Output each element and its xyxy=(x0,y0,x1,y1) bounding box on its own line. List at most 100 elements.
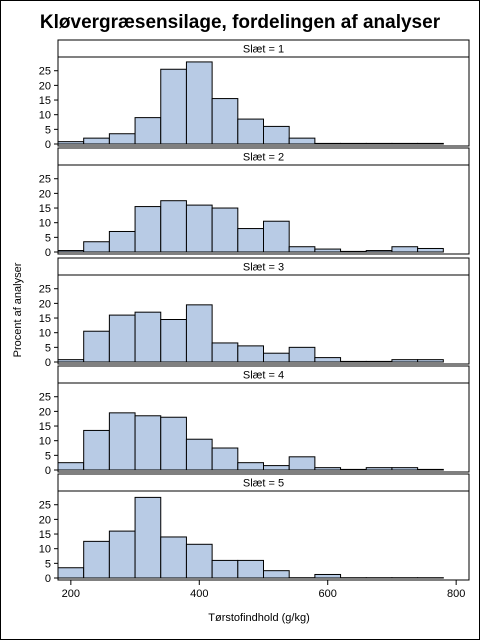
bar-p2-bin-760 xyxy=(417,247,444,253)
y-tick-label-p1-15: 15 xyxy=(39,95,51,107)
bar-p4-bin-280 xyxy=(108,412,136,471)
bar-p2-bin-600 xyxy=(314,248,342,253)
y-tick-label-p2-5: 5 xyxy=(45,232,51,244)
panel-label-4: Slæt = 4 xyxy=(243,370,284,382)
bar-p3-bin-720 xyxy=(391,359,419,363)
panel-label-5: Slæt = 5 xyxy=(243,478,284,490)
bar-p1-bin-400 xyxy=(185,61,213,145)
y-tick-label-p5-15: 15 xyxy=(39,529,51,541)
bar-p2-bin-400 xyxy=(185,204,213,253)
y-tick-label-p2-25: 25 xyxy=(39,174,51,186)
y-tick-label-p5-25: 25 xyxy=(39,500,51,512)
y-tick-label-p1-10: 10 xyxy=(39,110,51,122)
bar-p5-bin-200 xyxy=(57,567,85,579)
y-tick-label-p5-0: 0 xyxy=(45,573,51,585)
bar-p2-bin-240 xyxy=(83,241,110,253)
x-tick-label-600: 600 xyxy=(319,588,337,600)
bar-p4-bin-520 xyxy=(263,465,290,471)
y-tick-label-p3-10: 10 xyxy=(39,328,51,340)
bar-p1-bin-320 xyxy=(134,117,162,145)
bar-p2-bin-440 xyxy=(211,207,239,253)
bar-p5-bin-360 xyxy=(160,536,187,579)
bar-p4-bin-680 xyxy=(365,467,393,471)
y-tick-label-p1-5: 5 xyxy=(45,124,51,136)
bar-p5-bin-520 xyxy=(263,570,290,579)
bar-p3-bin-440 xyxy=(211,342,239,363)
bar-p3-bin-680 xyxy=(365,360,393,363)
bar-p2-bin-280 xyxy=(108,230,136,253)
y-tick-label-p5-20: 20 xyxy=(39,514,51,526)
bar-p1-bin-640 xyxy=(340,142,367,145)
bar-p4-bin-240 xyxy=(83,429,110,471)
x-tick-label-400: 400 xyxy=(190,588,208,600)
bar-p2-bin-480 xyxy=(237,228,264,253)
y-tick-label-p3-0: 0 xyxy=(45,357,51,369)
bar-p2-bin-640 xyxy=(340,250,367,253)
bar-p1-bin-560 xyxy=(288,137,316,145)
panel-label-3: Slæt = 3 xyxy=(243,262,284,274)
y-tick-label-p4-10: 10 xyxy=(39,436,51,448)
y-tick-label-p4-5: 5 xyxy=(45,450,51,462)
bar-p5-bin-440 xyxy=(211,559,239,579)
y-tick-label-p2-15: 15 xyxy=(39,203,51,215)
bar-p1-bin-360 xyxy=(160,68,187,145)
bar-p1-bin-520 xyxy=(263,125,290,145)
bar-p2-bin-680 xyxy=(365,250,393,253)
y-tick-label-p2-20: 20 xyxy=(39,188,51,200)
bar-p4-bin-760 xyxy=(417,468,444,471)
bar-p2-bin-320 xyxy=(134,206,162,253)
y-tick-label-p2-0: 0 xyxy=(45,247,51,259)
bar-p5-bin-240 xyxy=(83,540,110,579)
x-axis-label: Tørstofindhold (g/kg) xyxy=(208,612,309,624)
y-tick-label-p4-25: 25 xyxy=(39,392,51,404)
bar-p3-bin-640 xyxy=(340,360,367,363)
bar-p1-bin-240 xyxy=(83,137,110,145)
y-tick-label-p3-25: 25 xyxy=(39,284,51,296)
bar-p3-bin-600 xyxy=(314,357,342,363)
y-tick-label-p4-20: 20 xyxy=(39,406,51,418)
bar-p4-bin-640 xyxy=(340,468,367,471)
bar-p3-bin-520 xyxy=(263,352,290,363)
bar-p3-bin-400 xyxy=(185,304,213,363)
bar-p4-bin-200 xyxy=(57,462,85,471)
bar-p1-bin-280 xyxy=(108,133,136,145)
bar-p3-bin-280 xyxy=(108,314,136,363)
bar-p5-bin-280 xyxy=(108,530,136,579)
y-tick-label-p3-20: 20 xyxy=(39,298,51,310)
bar-p3-bin-760 xyxy=(417,359,444,363)
y-tick-label-p1-25: 25 xyxy=(39,66,51,78)
panels-group: Slæt = 1 0 5 10 15 20 25 Slæt = 2 0 5 10 15 20 25 Slæt… xyxy=(39,39,470,600)
bar-p4-bin-600 xyxy=(314,467,342,471)
bar-p1-bin-480 xyxy=(237,118,264,145)
bar-p2-bin-200 xyxy=(57,250,85,253)
bar-p3-bin-480 xyxy=(237,345,264,363)
bar-p4-bin-440 xyxy=(211,447,239,471)
panel-label-2: Slæt = 2 xyxy=(243,152,284,164)
x-tick-label-200: 200 xyxy=(62,588,80,600)
y-tick-label-p5-10: 10 xyxy=(39,544,51,556)
bar-p1-bin-680 xyxy=(365,142,393,145)
bar-p4-bin-560 xyxy=(288,456,316,471)
y-tick-label-p1-0: 0 xyxy=(45,139,51,151)
y-tick-label-p3-15: 15 xyxy=(39,313,51,325)
bar-p5-bin-480 xyxy=(237,559,264,579)
x-tick-label-800: 800 xyxy=(447,588,465,600)
bar-p2-bin-560 xyxy=(288,246,316,253)
bar-p2-bin-360 xyxy=(160,200,187,253)
y-tick-label-p3-5: 5 xyxy=(45,342,51,354)
y-tick-label-p4-15: 15 xyxy=(39,421,51,433)
bar-p1-bin-720 xyxy=(391,142,419,145)
y-tick-label-p2-10: 10 xyxy=(39,218,51,230)
bar-p4-bin-480 xyxy=(237,462,264,471)
bar-p5-bin-600 xyxy=(314,573,342,579)
bar-p3-bin-560 xyxy=(288,346,316,363)
y-axis-label: Procent af analyser xyxy=(12,262,24,357)
panel-label-1: Slæt = 1 xyxy=(243,44,284,56)
bar-p3-bin-360 xyxy=(160,319,187,363)
bar-p3-bin-240 xyxy=(83,330,110,363)
y-tick-label-p4-0: 0 xyxy=(45,465,51,477)
bar-p4-bin-720 xyxy=(391,467,419,471)
bar-p1-bin-760 xyxy=(417,142,444,145)
bar-p5-bin-400 xyxy=(185,543,213,579)
